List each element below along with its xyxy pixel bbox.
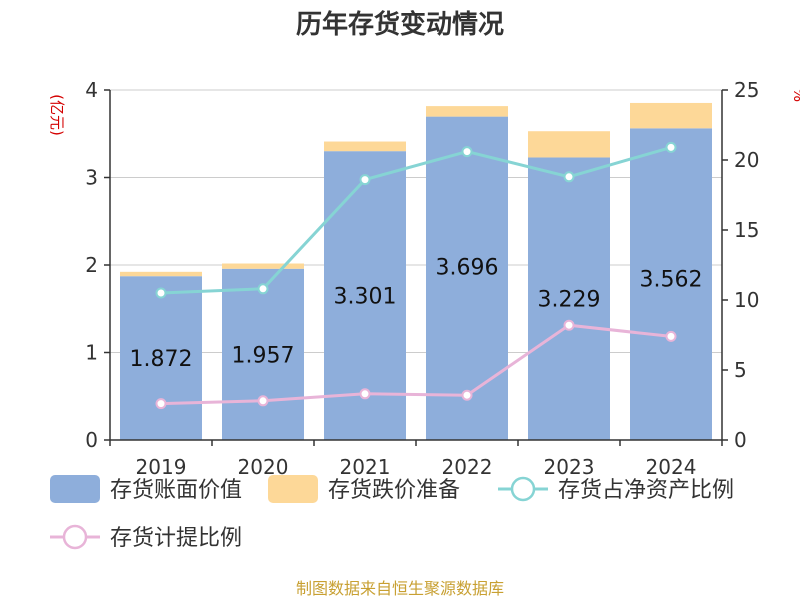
right-tick-label: 25 (734, 78, 759, 102)
line-point (155, 398, 167, 410)
chart-title: 历年存货变动情况 (296, 9, 504, 40)
right-tick-label: 15 (734, 218, 759, 242)
x-tick-label: 2021 (340, 455, 391, 479)
legend-marker (510, 476, 536, 502)
line-point (461, 389, 473, 401)
left-axis-unit: (亿元) (48, 94, 66, 136)
line-point (359, 174, 371, 186)
line-point (461, 146, 473, 158)
bar-impairment (528, 131, 610, 158)
legend-swatch (268, 475, 318, 503)
grid-lines (110, 89, 722, 353)
line-provision-ratio (160, 323, 672, 406)
right-tick-label: 5 (734, 358, 747, 382)
line-point (359, 388, 371, 400)
left-tick-label: 0 (85, 428, 98, 452)
legend-label: 存货账面价值 (110, 478, 242, 503)
right-tick-label: 20 (734, 148, 759, 172)
line-point (257, 283, 269, 295)
legend-label: 存货跌价准备 (328, 478, 460, 503)
left-tick-label: 4 (85, 78, 98, 102)
bar-value-label: 1.957 (232, 343, 295, 368)
right-axis-unit: % (790, 88, 800, 102)
bar-impairment (120, 271, 202, 277)
bar-book-value (528, 157, 610, 440)
bar-impairment (324, 141, 406, 152)
left-tick-label: 2 (85, 253, 98, 277)
x-tick-label: 2023 (544, 455, 595, 479)
line-point (563, 319, 575, 331)
bar-book-value (222, 268, 304, 440)
bar-value-label: 3.562 (640, 267, 703, 292)
bar-impairment (222, 263, 304, 269)
bar-book-value (426, 116, 508, 440)
bar-value-label: 3.301 (334, 285, 397, 310)
bar-value-label: 3.229 (538, 288, 601, 313)
bar-value-label: 3.696 (436, 256, 499, 281)
legend-swatch (50, 475, 100, 503)
line-marks (155, 141, 677, 410)
bar-value-label: 1.872 (130, 347, 193, 372)
line-point (665, 141, 677, 153)
right-tick-label: 10 (734, 288, 759, 312)
line-point (257, 395, 269, 407)
data-labels: 1.872 1.957 3.301 3.696 3.229 3.562 (130, 256, 703, 373)
line-inventory-to-net-assets (160, 145, 672, 295)
line-point (665, 330, 677, 342)
bar-book-value (630, 128, 712, 440)
source-note: 制图数据来自恒生聚源数据库 (296, 579, 504, 598)
left-tick-label: 1 (85, 341, 98, 365)
left-tick-label: 3 (85, 166, 98, 190)
legend-label: 存货占净资产比例 (558, 478, 734, 503)
bar-impairment (426, 106, 508, 117)
x-tick-label: 2024 (646, 455, 697, 479)
line-point (155, 287, 167, 299)
legend-marker (62, 524, 88, 550)
line-point (563, 171, 575, 183)
right-tick-label: 0 (734, 428, 747, 452)
x-tick-label: 2022 (442, 455, 493, 479)
bar-marks (120, 102, 712, 440)
legend-label: 存货计提比例 (110, 526, 242, 551)
x-tick-label: 2019 (136, 455, 187, 479)
bar-impairment (630, 102, 712, 129)
bar-book-value (120, 276, 202, 440)
